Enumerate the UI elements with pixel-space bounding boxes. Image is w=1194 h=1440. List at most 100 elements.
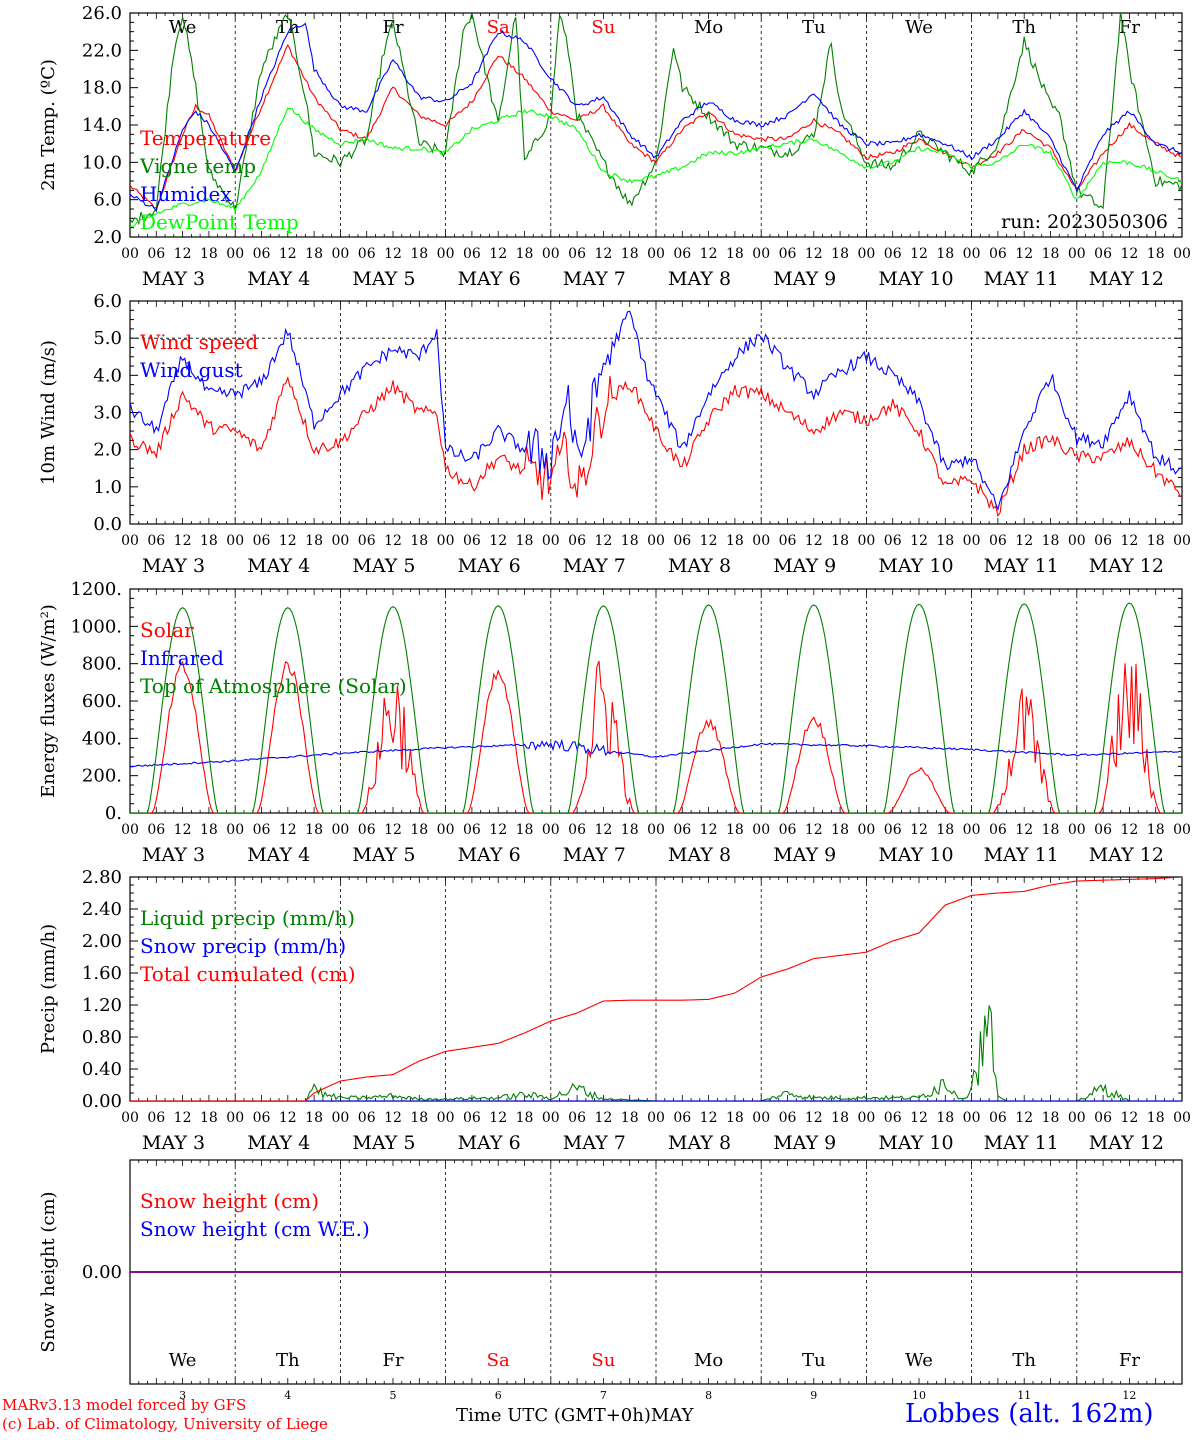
legend-entry: Solar <box>140 618 194 642</box>
hour-tick-label: 00 <box>752 822 770 838</box>
hour-tick-label: 12 <box>489 822 507 838</box>
date-label: MAY 3 <box>142 268 205 290</box>
hour-tick-label: 12 <box>489 533 507 549</box>
hour-tick-label: 18 <box>516 822 534 838</box>
date-label: MAY 4 <box>247 1132 310 1154</box>
date-label: MAY 7 <box>563 844 626 866</box>
hour-tick-label: 00 <box>1173 1110 1191 1126</box>
hour-tick-label: 06 <box>463 1110 481 1126</box>
hour-tick-label: 18 <box>410 822 428 838</box>
y-tick-label: 0. <box>105 803 122 824</box>
y-tick-label: 18.0 <box>82 78 122 99</box>
date-label: MAY 5 <box>352 844 415 866</box>
date-label: MAY 9 <box>773 1132 836 1154</box>
hour-tick-label: 06 <box>1094 533 1112 549</box>
hour-tick-label: 06 <box>1094 1110 1112 1126</box>
hour-tick-label: 18 <box>726 1110 744 1126</box>
hour-tick-label: 12 <box>384 533 402 549</box>
hour-tick-label: 18 <box>1147 246 1165 262</box>
y-tick-label: 2.40 <box>82 899 122 920</box>
hour-tick-label: 18 <box>410 533 428 549</box>
hour-tick-label: 00 <box>752 1110 770 1126</box>
weekday-label: Su <box>591 17 615 38</box>
y-tick-label: 3.0 <box>93 403 122 424</box>
legend-entry: Temperature <box>140 126 271 150</box>
hour-tick-label: 18 <box>305 246 323 262</box>
hour-tick-label: 00 <box>542 1110 560 1126</box>
hour-tick-label: 06 <box>1094 246 1112 262</box>
run-annotation: run: 2023050306 <box>1001 211 1168 233</box>
panel-1: 2.0 6.0 10.0 14.0 18.0 22.0 26.0 2m Temp. (ºC) 0… <box>38 3 1191 290</box>
series-group <box>130 310 1182 518</box>
hour-tick-label: 00 <box>647 533 665 549</box>
hour-tick-label: 12 <box>489 246 507 262</box>
y-axis-label: 10m Wind (m/s) <box>38 340 59 485</box>
hour-tick-label: 18 <box>831 1110 849 1126</box>
hour-tick-label: 18 <box>936 246 954 262</box>
hour-tick-label: 06 <box>989 246 1007 262</box>
series-line-humidex <box>130 22 1182 213</box>
date-label: MAY 12 <box>1089 555 1164 577</box>
hour-tick-label: 06 <box>147 822 165 838</box>
hour-tick-label: 00 <box>1068 822 1086 838</box>
hour-tick-label: 12 <box>174 822 192 838</box>
hour-tick-label: 12 <box>1015 822 1033 838</box>
y-tick-label: 5.0 <box>93 328 122 349</box>
hour-tick-label: 12 <box>805 822 823 838</box>
day-number: 12 <box>1122 1389 1136 1402</box>
hour-tick-label: 12 <box>174 533 192 549</box>
date-label: MAY 5 <box>352 268 415 290</box>
hour-tick-label: 12 <box>1015 533 1033 549</box>
legend-entry: Total cumulated (cm) <box>140 962 356 986</box>
hour-tick-label: 18 <box>936 822 954 838</box>
hour-tick-label: 12 <box>910 246 928 262</box>
legend-entry: Infrared <box>140 646 224 670</box>
hour-tick-label: 00 <box>647 246 665 262</box>
day-number: 3 <box>179 1389 186 1402</box>
hour-tick-label: 12 <box>1015 246 1033 262</box>
hour-tick-label: 18 <box>1042 246 1060 262</box>
date-label: MAY 4 <box>247 555 310 577</box>
y-tick-label: 2.0 <box>93 227 122 248</box>
hour-tick-label: 06 <box>568 822 586 838</box>
y-tick-label: 0.00 <box>82 1262 122 1283</box>
hour-tick-label: 12 <box>1015 1110 1033 1126</box>
hour-tick-label: 06 <box>568 533 586 549</box>
hour-tick-label: 18 <box>516 246 534 262</box>
hour-tick-label: 06 <box>358 1110 376 1126</box>
hour-tick-label: 18 <box>1147 822 1165 838</box>
station-name: Lobbes (alt. 162m) <box>905 1399 1154 1429</box>
date-label: MAY 6 <box>458 268 521 290</box>
weekday-label: Th <box>1012 17 1036 38</box>
hour-tick-label: 12 <box>594 822 612 838</box>
hour-tick-label: 12 <box>279 822 297 838</box>
hour-tick-label: 00 <box>752 533 770 549</box>
hour-tick-label: 06 <box>147 1110 165 1126</box>
hour-tick-label: 06 <box>989 533 1007 549</box>
date-label: MAY 8 <box>668 555 731 577</box>
y-tick-label: 0.80 <box>82 1027 122 1048</box>
y-tick-label: 800. <box>82 654 122 675</box>
hour-tick-label: 18 <box>1147 1110 1165 1126</box>
day-number: 4 <box>284 1389 291 1402</box>
weekday-label: We <box>169 17 197 38</box>
panel-2: 0.0 1.0 2.0 3.0 4.0 5.0 6.0 10m Wind (m/s) 00 06 1… <box>38 291 1191 577</box>
weekday-label: We <box>169 1350 197 1371</box>
hour-tick-label: 12 <box>700 1110 718 1126</box>
hour-tick-label: 18 <box>621 1110 639 1126</box>
y-axis-label: 2m Temp. (ºC) <box>38 59 59 191</box>
date-label: MAY 3 <box>142 555 205 577</box>
y-tick-label: 400. <box>82 728 122 749</box>
day-number: 8 <box>705 1389 712 1402</box>
day-number: 10 <box>912 1389 926 1402</box>
y-tick-label: 6.0 <box>93 190 122 211</box>
hour-tick-label: 06 <box>253 822 271 838</box>
date-label: MAY 3 <box>142 1132 205 1154</box>
series-line-temperature <box>130 43 1182 209</box>
hour-tick-label: 00 <box>437 1110 455 1126</box>
hour-tick-label: 06 <box>884 246 902 262</box>
y-tick-label: 1000. <box>70 616 122 637</box>
legend-entry: Snow height (cm W.E.) <box>140 1217 370 1241</box>
hour-tick-label: 00 <box>121 822 139 838</box>
hour-tick-label: 00 <box>1068 246 1086 262</box>
